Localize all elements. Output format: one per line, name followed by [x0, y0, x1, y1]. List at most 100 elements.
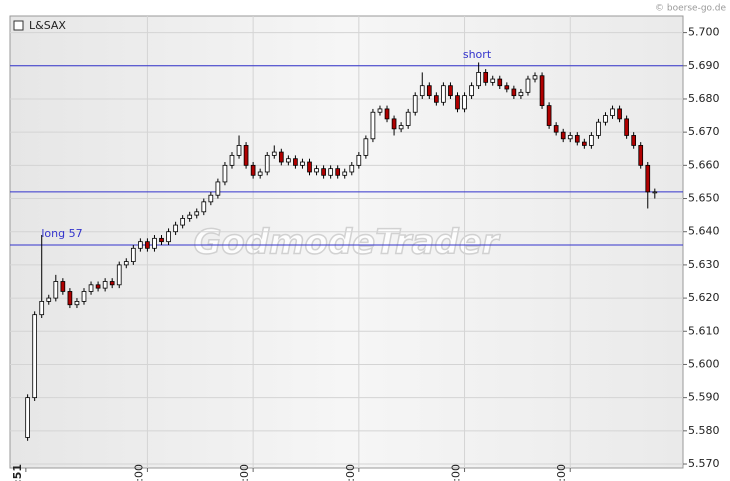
candle-body	[32, 314, 38, 399]
candle-body	[166, 231, 171, 243]
level-label: short	[463, 48, 492, 61]
candle-body	[278, 151, 284, 163]
candle-body	[102, 281, 108, 289]
candle-body	[412, 95, 418, 113]
candle-body	[130, 247, 136, 262]
candle-body	[60, 281, 66, 292]
candle-body	[518, 91, 524, 97]
candle-body	[560, 131, 566, 140]
y-tick-label: 5.590	[688, 391, 720, 404]
candle-body	[67, 291, 73, 306]
candle-body	[434, 95, 439, 103]
candle-body	[39, 301, 45, 316]
y-tick-label: 5.640	[688, 225, 720, 238]
candle-body	[497, 78, 503, 87]
candle-body	[138, 241, 143, 249]
candle-body	[631, 135, 637, 146]
candle-body	[377, 108, 383, 113]
candle-body	[293, 158, 298, 166]
candle-body	[405, 111, 411, 126]
candle-body	[271, 151, 277, 156]
y-tick-label: 5.620	[688, 291, 720, 304]
candle-body	[441, 85, 446, 103]
candle-body	[603, 115, 608, 123]
candle-body	[229, 154, 235, 166]
plot-area	[9, 15, 684, 469]
candle-body	[617, 108, 622, 120]
chart-title: L&SAX	[29, 19, 66, 32]
candle-body	[610, 108, 615, 116]
candle-body	[455, 95, 460, 110]
candle-body	[652, 191, 658, 194]
candle-body	[46, 297, 52, 302]
source: © boerse-go.de	[655, 4, 726, 14]
candle-body	[462, 95, 467, 110]
candle-body	[511, 88, 517, 97]
candle-body	[483, 72, 489, 83]
y-tick-label: 5.570	[688, 457, 720, 470]
x-tick-label: 07:51	[11, 464, 24, 481]
candle-body	[250, 164, 256, 176]
candle-body	[384, 108, 390, 120]
candle-body	[257, 171, 263, 176]
candle-body	[335, 168, 341, 176]
candle-body	[546, 105, 552, 126]
candle-body	[201, 201, 207, 213]
candle-body	[173, 224, 178, 233]
candle-body	[342, 171, 348, 176]
x-tick-label: 10:00	[238, 464, 251, 481]
candle-body	[123, 261, 129, 266]
candle-body	[236, 145, 242, 156]
candle-body	[574, 135, 580, 143]
y-tick-label: 5.600	[688, 357, 720, 370]
candle-body	[159, 237, 164, 243]
y-tick-label: 5.700	[688, 26, 720, 39]
candle-body	[194, 211, 200, 216]
candle-body	[624, 118, 629, 136]
candle-body	[88, 284, 94, 292]
candle-body	[152, 237, 157, 249]
candle-body	[215, 181, 221, 196]
candle-body	[567, 135, 573, 140]
candle-body	[328, 168, 333, 176]
candle-body	[208, 194, 214, 203]
candle-body	[25, 397, 30, 438]
x-tick-label: 13:00	[555, 464, 568, 481]
y-tick-label: 5.680	[688, 92, 720, 105]
candle-body	[145, 241, 150, 249]
x-tick-label: 11:00	[344, 464, 357, 481]
candle-body	[553, 125, 559, 133]
candle-body	[300, 161, 305, 166]
candle-body	[370, 111, 376, 140]
x-tick-label: 09:00	[132, 464, 145, 481]
candle-body	[116, 264, 122, 286]
candle-body	[469, 85, 474, 97]
y-tick-label: 5.610	[688, 324, 720, 337]
y-tick-label: 5.660	[688, 158, 720, 171]
y-tick-label: 5.690	[688, 59, 720, 72]
y-tick-label: 5.580	[688, 424, 720, 437]
candle-body	[596, 121, 601, 136]
candle-body	[349, 164, 355, 173]
candle-body	[314, 168, 319, 173]
candle-body	[398, 125, 404, 130]
candle-body	[448, 85, 453, 97]
candle-body	[307, 161, 312, 173]
candle-body	[589, 135, 594, 146]
candle-body	[95, 284, 101, 289]
candle-body	[222, 164, 228, 183]
x-tick-label: 12:00	[450, 464, 463, 481]
candle-body	[321, 168, 326, 176]
candle-body	[539, 75, 545, 107]
candle-body	[391, 118, 397, 130]
watermark: GodmodeTrader	[193, 223, 500, 263]
candle-body	[638, 145, 644, 166]
candle-body	[419, 85, 425, 97]
candle-body	[490, 78, 496, 83]
candle-body	[81, 291, 87, 302]
candle-body	[356, 154, 362, 166]
candle-body	[532, 75, 538, 80]
candle-body	[476, 72, 481, 87]
candle-body	[645, 164, 651, 193]
candle-body	[286, 158, 291, 163]
